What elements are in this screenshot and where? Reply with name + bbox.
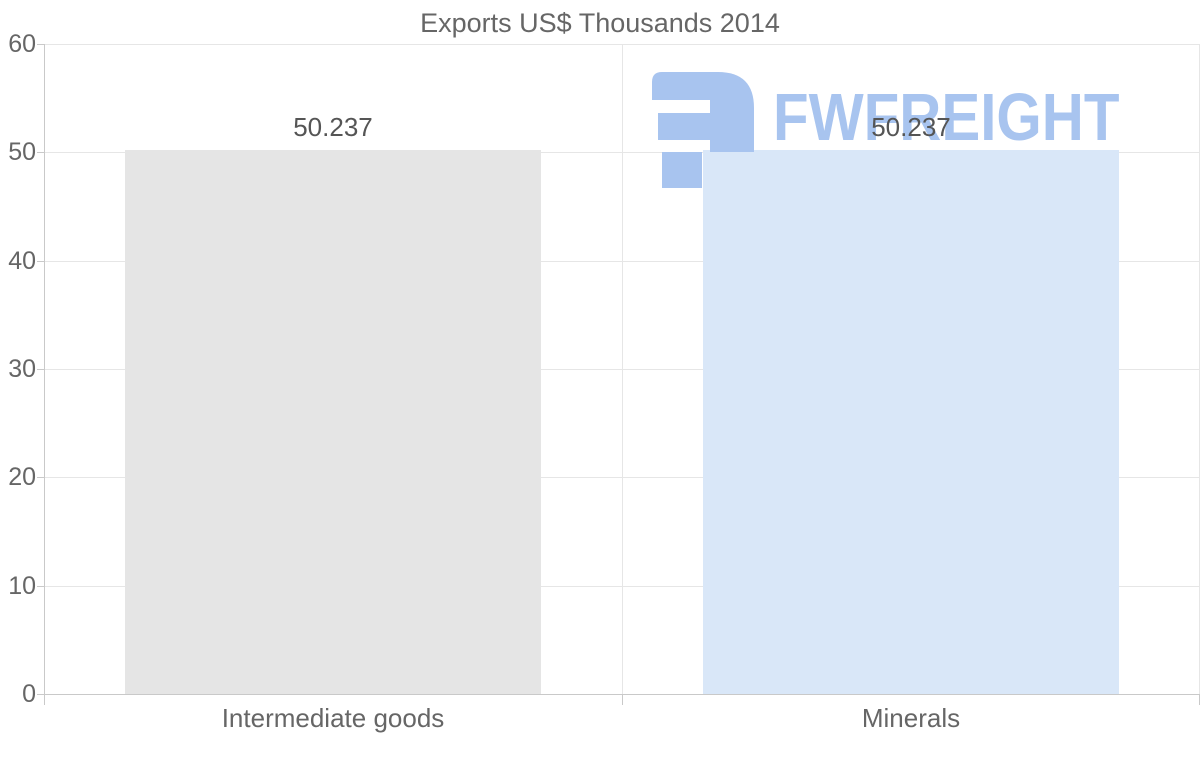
y-tick-mark (37, 152, 44, 154)
x-category-label: Minerals (861, 703, 961, 733)
y-tick-mark (37, 477, 44, 479)
plot-area (37, 44, 1200, 705)
y-tick-mark (37, 260, 44, 262)
y-axis-line (44, 44, 45, 705)
y-tick-mark (37, 44, 44, 45)
y-tick-mark (37, 585, 44, 587)
y-tick-label: 0 (22, 680, 36, 708)
x-tick-mark (622, 694, 623, 705)
y-tick-label: 40 (8, 246, 36, 275)
y-tick-label: 60 (8, 30, 36, 58)
bar-intermediate-goods[interactable] (124, 149, 542, 694)
y-tick-mark (37, 694, 44, 695)
y-tick-label: 50 (8, 138, 36, 167)
x-axis-line (44, 694, 1200, 695)
x-category-label: Intermediate goods (221, 703, 445, 733)
x-gridline (622, 44, 623, 694)
fwfreight-watermark: FWFREIGHT (646, 70, 1166, 200)
fwfreight-logo-text: FWFREIGHT (773, 80, 1120, 155)
y-tick-mark (37, 369, 44, 370)
y-tick-label: 30 (8, 355, 36, 383)
y-axis: 0 10 20 30 40 50 60 (0, 0, 38, 763)
bar-minerals[interactable] (702, 149, 1120, 694)
fwfreight-logo-icon (652, 72, 754, 188)
y-tick-label: 20 (8, 463, 36, 492)
chart-title: Exports US$ Thousands 2014 (420, 8, 780, 38)
y-tick-label: 10 (8, 571, 36, 600)
